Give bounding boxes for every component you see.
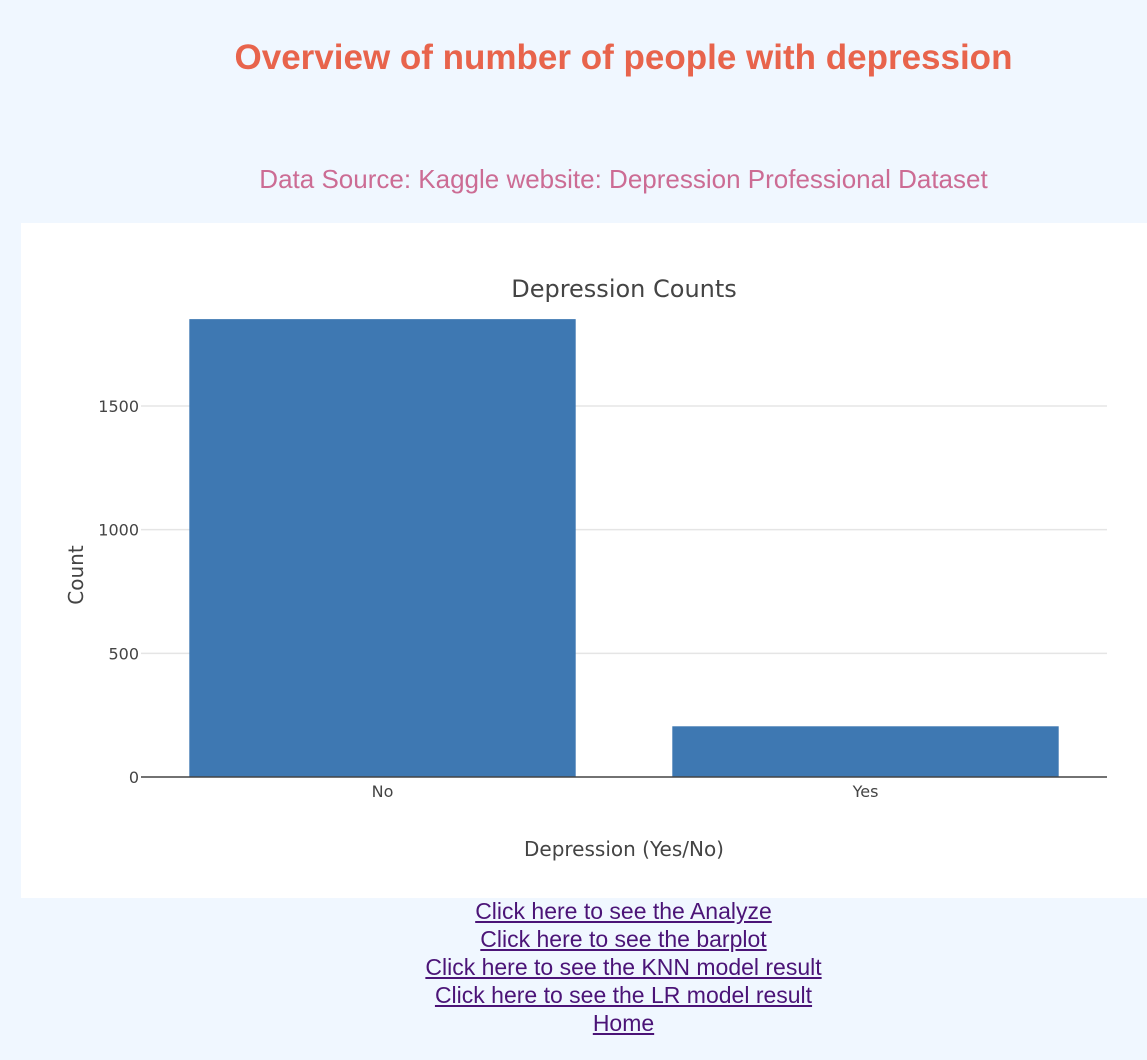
y-tick-label: 0 [129,768,139,787]
x-tick-label: No [372,782,394,801]
y-tick-label: 1500 [98,397,139,416]
page-subtitle: Data Source: Kaggle website: Depression … [259,164,988,194]
bar-yes [672,726,1059,777]
lr-result-link[interactable]: Click here to see the LR model result [434,982,813,1008]
page-title: Overview of number of people with depres… [234,38,1013,77]
y-tick-labels: 0 500 1000 1500 [98,397,139,787]
x-tick-label: Yes [852,782,879,801]
y-tick-label: 500 [108,644,139,663]
chart-container: 0 500 1000 1500 No Yes Depression Counts Dep… [21,223,1147,898]
x-axis-label: Depression (Yes/No) [524,837,724,861]
knn-result-link[interactable]: Click here to see the KNN model result [425,954,822,980]
bar-no [189,319,576,777]
x-tick-labels: No Yes [372,782,879,801]
bars [189,319,1059,777]
barplot-link[interactable]: Click here to see the barplot [480,926,767,952]
link-list: Click here to see the Analyze Click here… [0,897,1147,1037]
analyze-link[interactable]: Click here to see the Analyze [475,898,772,924]
chart-title: Depression Counts [511,275,737,303]
y-axis-label: Count [64,545,88,605]
home-link[interactable]: Home [592,1010,655,1036]
bar-chart: 0 500 1000 1500 No Yes Depression Counts Dep… [64,275,1107,861]
y-tick-label: 1000 [98,521,139,540]
